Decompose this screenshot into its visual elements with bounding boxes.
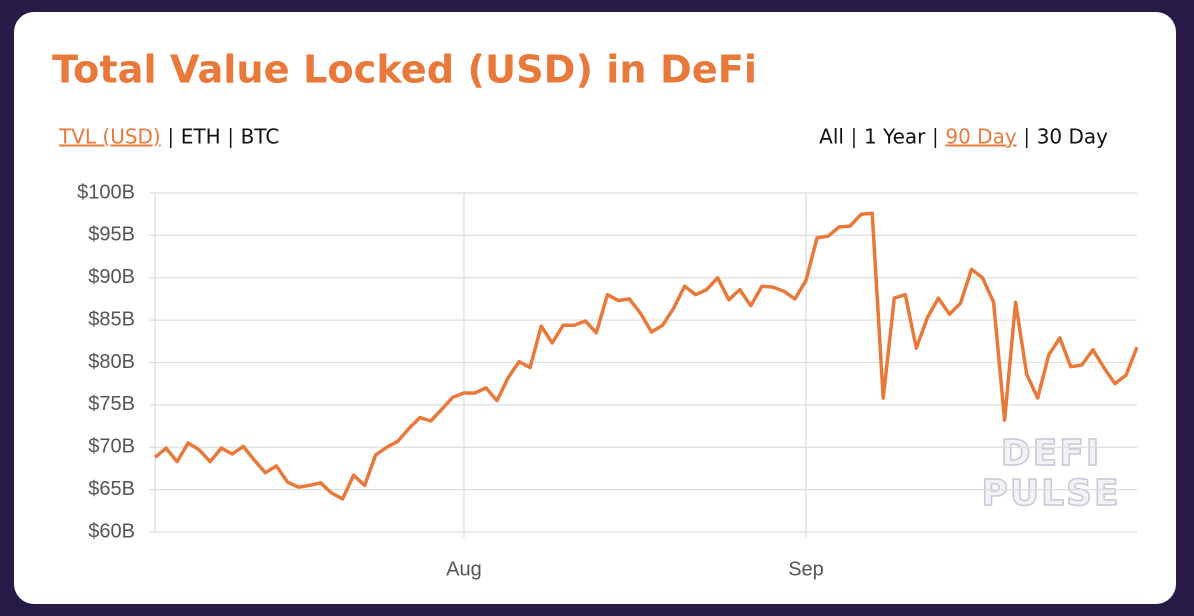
y-tick-label: $65B [88,478,135,500]
range-tab[interactable]: 90 Day [945,125,1016,149]
y-tick-label: $90B [88,266,135,288]
range-tab[interactable]: 30 Day [1037,125,1108,149]
metric-tab[interactable]: TVL (USD) [58,125,161,149]
y-tick-label: $80B [88,351,135,373]
tvl-line [153,211,1139,501]
y-tick-label: $85B [88,308,135,330]
y-tick-label: $75B [88,393,135,415]
watermark: DEFI [1001,433,1101,474]
metric-tab[interactable]: ETH [181,125,221,149]
y-tick-label: $70B [88,436,135,458]
card [14,12,1176,604]
page-title: Total Value Locked (USD) in DeFi [52,48,757,92]
x-tick-label: Sep [788,558,824,580]
x-tick-label: Aug [446,558,482,580]
y-tick-label: $95B [88,224,135,246]
y-tick-label: $60B [88,520,135,542]
y-tick-label: $100B [77,181,135,203]
range-tab[interactable]: 1 Year [864,125,926,149]
range-tab[interactable]: All [819,125,844,149]
metric-tab[interactable]: BTC [241,125,280,149]
watermark: PULSE [981,473,1120,514]
